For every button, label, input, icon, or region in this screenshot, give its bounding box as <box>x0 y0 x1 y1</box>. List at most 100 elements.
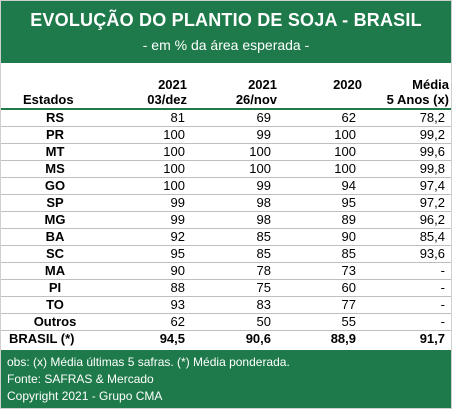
value-cell: 99 <box>109 194 189 212</box>
value-cell: 100 <box>109 160 189 178</box>
value-cell: 88 <box>109 279 189 297</box>
value-cell: 78 <box>189 262 279 280</box>
table-row: PR 100 99 100 99,2 <box>1 126 451 144</box>
state-cell: MS <box>1 160 109 178</box>
value-cell: 81 <box>109 109 189 127</box>
table-row: SP 99 98 95 97,2 <box>1 194 451 212</box>
value-cell: 100 <box>279 143 364 161</box>
state-cell: SP <box>1 194 109 212</box>
value-cell: 50 <box>189 313 279 331</box>
header-col1-line1: 2021 <box>158 77 187 92</box>
value-cell: 100 <box>279 126 364 144</box>
value-cell: 97,2 <box>364 194 451 212</box>
header-col4-line1: Média <box>412 77 449 92</box>
value-cell: 89 <box>279 211 364 229</box>
footer-note: obs: (x) Média últimas 5 safras. (*) Méd… <box>7 355 290 369</box>
value-cell: 73 <box>279 262 364 280</box>
value-cell: 85,4 <box>364 228 451 246</box>
value-cell: 85 <box>189 245 279 263</box>
total-row: BRASIL (*) 94,5 90,6 88,9 91,7 <box>1 331 451 348</box>
state-cell: MT <box>1 143 109 161</box>
value-cell: 100 <box>279 160 364 178</box>
state-cell: RS <box>1 109 109 127</box>
value-cell: 69 <box>189 109 279 127</box>
table-row: MS 100 100 100 99,8 <box>1 160 451 178</box>
value-cell: 97,4 <box>364 177 451 195</box>
state-cell: PR <box>1 126 109 144</box>
value-cell: 83 <box>189 296 279 314</box>
value-cell: 92 <box>109 228 189 246</box>
value-cell: 78,2 <box>364 109 451 127</box>
value-cell: 100 <box>109 177 189 195</box>
table-row: TO 93 83 77- <box>1 296 451 314</box>
value-cell: 99 <box>189 126 279 144</box>
header-states: Estados <box>1 92 109 110</box>
table-body: RS 81 69 62 78,2 PR 100 99 100 99,2 MT 100 100 100 99,… <box>1 109 451 347</box>
value-cell: 100 <box>189 160 279 178</box>
value-cell: - <box>364 296 451 314</box>
value-cell: 62 <box>279 109 364 127</box>
total-label: BRASIL (*) <box>9 331 75 346</box>
report-subtitle: - em % da área esperada - <box>142 37 310 53</box>
header-col0-line1 <box>1 63 109 92</box>
value-cell: 90 <box>109 262 189 280</box>
total-cell: 91,7 <box>419 331 445 346</box>
value-cell: 85 <box>279 245 364 263</box>
table-row: PI 88 75 60- <box>1 279 451 297</box>
state-cell: BA <box>1 228 109 246</box>
table-row: MA 90 78 73- <box>1 262 451 280</box>
table-row: Outros 62 50 55- <box>1 313 451 331</box>
value-cell: - <box>364 279 451 297</box>
value-cell: 77 <box>279 296 364 314</box>
table-row: MG 99 98 89 96,2 <box>1 211 451 229</box>
value-cell: 99,2 <box>364 126 451 144</box>
value-cell: 99,6 <box>364 143 451 161</box>
total-cell: 88,9 <box>330 331 356 346</box>
value-cell: 96,2 <box>364 211 451 229</box>
value-cell: 55 <box>279 313 364 331</box>
planting-progress-table: 2021 2021 2020 Média Estados 03/dez 26/n… <box>1 63 451 347</box>
footer-copyright: Copyright 2021 - Grupo CMA <box>7 389 163 403</box>
state-cell: MG <box>1 211 109 229</box>
header-col3-line2 <box>279 92 364 110</box>
value-cell: 100 <box>189 143 279 161</box>
report-header: EVOLUÇÃO DO PLANTIO DE SOJA - BRASIL - e… <box>1 1 451 63</box>
value-cell: 75 <box>189 279 279 297</box>
value-cell: 90 <box>279 228 364 246</box>
table-row: MT 100 100 100 99,6 <box>1 143 451 161</box>
value-cell: 60 <box>279 279 364 297</box>
table-row: RS 81 69 62 78,2 <box>1 109 451 127</box>
value-cell: 94 <box>279 177 364 195</box>
value-cell: 93,6 <box>364 245 451 263</box>
state-cell: Outros <box>1 313 109 331</box>
value-cell: 62 <box>109 313 189 331</box>
value-cell: 99,8 <box>364 160 451 178</box>
total-cell: 90,6 <box>245 331 271 346</box>
value-cell: 100 <box>109 143 189 161</box>
state-cell: GO <box>1 177 109 195</box>
header-col3-line1: 2020 <box>333 77 362 92</box>
table-row: GO 100 99 94 97,4 <box>1 177 451 195</box>
value-cell: 98 <box>189 194 279 212</box>
table-row: SC 95 85 85 93,6 <box>1 245 451 263</box>
value-cell: - <box>364 313 451 331</box>
value-cell: 99 <box>109 211 189 229</box>
value-cell: - <box>364 262 451 280</box>
state-cell: SC <box>1 245 109 263</box>
table-row: BA 92 85 90 85,4 <box>1 228 451 246</box>
total-cell: 94,5 <box>159 331 185 346</box>
value-cell: 95 <box>279 194 364 212</box>
value-cell: 99 <box>189 177 279 195</box>
state-cell: TO <box>1 296 109 314</box>
report-title: EVOLUÇÃO DO PLANTIO DE SOJA - BRASIL <box>30 10 422 30</box>
header-col2-line2: 26/nov <box>189 92 279 110</box>
header-col4-line2: 5 Anos (x) <box>364 92 451 110</box>
value-cell: 95 <box>109 245 189 263</box>
state-cell: MA <box>1 262 109 280</box>
value-cell: 98 <box>189 211 279 229</box>
state-cell: PI <box>1 279 109 297</box>
header-col1-line2: 03/dez <box>109 92 189 110</box>
value-cell: 93 <box>109 296 189 314</box>
footer-source: Fonte: SAFRAS & Mercado <box>7 372 154 386</box>
